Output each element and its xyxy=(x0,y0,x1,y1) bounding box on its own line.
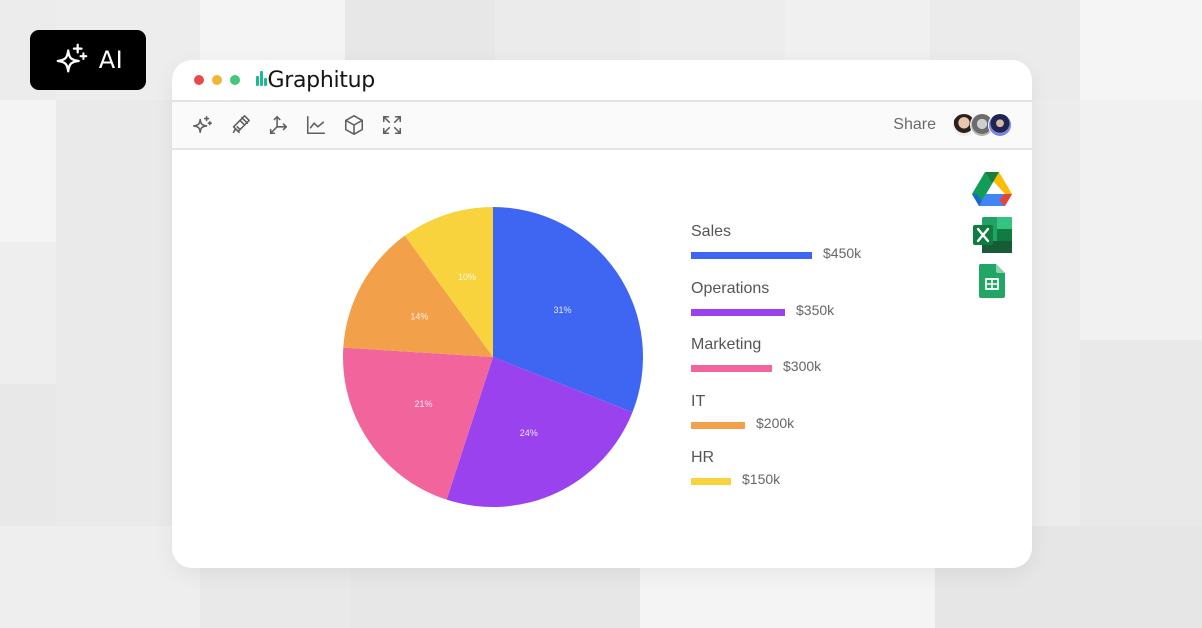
title-bar: Graphitup xyxy=(172,60,1032,102)
google-drive-icon[interactable] xyxy=(971,170,1013,208)
excel-icon[interactable] xyxy=(972,216,1012,254)
google-sheets-icon[interactable] xyxy=(978,264,1006,298)
line-chart-icon xyxy=(306,115,326,135)
pie-chart: 31% 24% 21% 14% 10% xyxy=(342,200,652,515)
pie-slice-hr[interactable] xyxy=(404,207,493,357)
integrations-panel xyxy=(971,170,1013,298)
legend-value-bar xyxy=(691,252,812,259)
pie-chart-canvas: 31% 24% 21% 14% 10% xyxy=(343,207,643,507)
legend-label: HR xyxy=(691,449,715,466)
pie-slice-marketing[interactable] xyxy=(343,347,493,500)
ai-sparkle-tool-button[interactable] xyxy=(191,114,213,136)
legend-value: $300k xyxy=(783,358,822,374)
legend-label: Marketing xyxy=(691,336,762,353)
app-logo: Graphitup xyxy=(256,68,375,93)
pie-slice-label: 31% xyxy=(553,305,571,315)
ai-badge-label: AI xyxy=(98,46,124,74)
legend-item-marketing[interactable]: Marketing $300k xyxy=(691,336,901,393)
avatar[interactable] xyxy=(988,113,1012,137)
pie-slice-label: 10% xyxy=(458,272,476,282)
legend-value-bar xyxy=(691,421,745,429)
sparkle-icon xyxy=(192,115,212,134)
style-brush-tool-button[interactable] xyxy=(229,114,251,136)
legend-label: Sales xyxy=(691,223,732,240)
paintbrush-icon xyxy=(232,115,250,134)
sparkles-icon xyxy=(56,43,88,73)
logo-bars-icon xyxy=(256,70,267,86)
expand-icon xyxy=(382,115,402,135)
legend-value-bar xyxy=(691,478,731,485)
pie-slice-it[interactable] xyxy=(343,235,493,357)
legend-item-operations[interactable]: Operations $350k xyxy=(691,280,901,337)
minimize-window-button[interactable] xyxy=(212,75,222,85)
pie-slice-operations[interactable] xyxy=(446,357,633,507)
legend-value: $350k xyxy=(796,301,835,318)
line-chart-tool-button[interactable] xyxy=(305,114,327,136)
fullscreen-tool-button[interactable] xyxy=(381,114,403,136)
legend-item-sales[interactable]: Sales $450k xyxy=(691,223,901,280)
chart-legend: Sales $450k Operations $350k Marketing $300k I… xyxy=(691,223,901,506)
pie-slice-label: 24% xyxy=(520,428,538,438)
collaborator-avatars xyxy=(952,113,1012,137)
legend-item-it[interactable]: IT $200k xyxy=(691,393,901,450)
pie-slice-label: 21% xyxy=(415,399,433,409)
pie-slice-sales[interactable] xyxy=(493,207,643,413)
legend-value: $450k xyxy=(823,245,862,261)
legend-value: $200k xyxy=(756,414,795,431)
app-name: Graphitup xyxy=(267,67,376,93)
share-area: Share xyxy=(893,102,1012,148)
axes-3d-icon xyxy=(269,115,288,135)
share-button[interactable]: Share xyxy=(893,116,936,133)
maximize-window-button[interactable] xyxy=(230,75,240,85)
legend-value-bar xyxy=(691,365,772,372)
legend-label: IT xyxy=(691,392,706,410)
3d-box-tool-button[interactable] xyxy=(343,114,365,136)
legend-label: Operations xyxy=(691,279,770,297)
close-window-button[interactable] xyxy=(194,75,204,85)
window-controls xyxy=(194,75,240,85)
legend-value-bar xyxy=(691,308,785,316)
cube-icon xyxy=(344,115,364,135)
app-window: Graphitup xyxy=(172,60,1032,568)
legend-item-hr[interactable]: HR $150k xyxy=(691,449,901,506)
ai-badge[interactable]: AI xyxy=(30,30,146,90)
toolbar: Share xyxy=(172,102,1032,150)
pie-slice-label: 14% xyxy=(410,312,428,322)
legend-value: $150k xyxy=(742,471,781,487)
axes-tool-button[interactable] xyxy=(267,114,289,136)
